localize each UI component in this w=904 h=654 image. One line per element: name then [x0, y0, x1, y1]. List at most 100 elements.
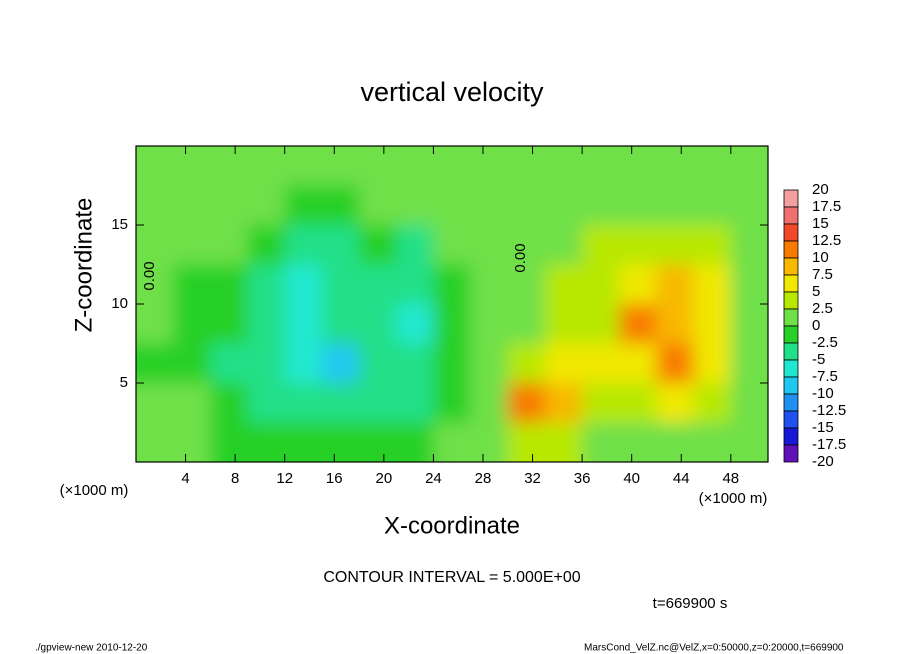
x-tick-label: 24	[425, 470, 442, 487]
colorbar-label: 15	[812, 215, 829, 232]
colorbar-label: -2.5	[812, 334, 838, 351]
field-cell	[433, 383, 472, 423]
contour-interval: CONTOUR INTERVAL = 5.000E+00	[323, 569, 580, 586]
y-unit-label: (×1000 m)	[60, 482, 129, 499]
field-cell	[210, 343, 249, 384]
field-cell	[507, 264, 546, 305]
field-cell	[507, 422, 546, 462]
field-cell	[730, 343, 768, 384]
field-cell	[470, 343, 509, 384]
colorbar-swatch	[783, 393, 799, 412]
field-cell	[470, 383, 509, 423]
field-cell	[396, 343, 434, 384]
field-cell	[693, 185, 732, 226]
field-cell	[284, 264, 323, 305]
field-cell	[470, 225, 509, 265]
field-cell	[470, 304, 509, 344]
field-cell	[619, 146, 657, 186]
x-tick-label: 12	[276, 470, 293, 487]
field-cell	[507, 383, 546, 423]
field-cell	[507, 185, 546, 226]
field-cell	[136, 383, 174, 423]
footer-right: MarsCond_VelZ.nc@VelZ,x=0:50000,z=0:2000…	[584, 643, 844, 654]
field-cell	[433, 264, 472, 305]
contour-label: 0.00	[512, 243, 529, 272]
field-cell	[396, 264, 434, 305]
field-cell	[173, 225, 211, 265]
colorbar-label: 2.5	[812, 300, 833, 317]
field-cell	[656, 343, 695, 384]
field-cell	[582, 304, 620, 344]
field-cell	[507, 343, 546, 384]
colorbar-swatch	[783, 274, 799, 293]
field-cell	[730, 264, 768, 305]
field-cell	[693, 304, 732, 344]
field-cell	[396, 304, 434, 344]
colorbar-swatch	[783, 223, 799, 242]
field-cell	[470, 185, 509, 226]
field-cell	[544, 422, 583, 462]
field-cell	[433, 343, 472, 384]
field-cell	[619, 383, 657, 423]
colorbar-label: -17.5	[812, 436, 846, 453]
field-cell	[396, 383, 434, 423]
field-cell	[247, 304, 286, 344]
field-cell	[730, 225, 768, 265]
field-cell	[136, 146, 174, 186]
field-cell	[210, 264, 249, 305]
field-cell	[359, 185, 397, 226]
footer-left: ./gpview-new 2010-12-20	[35, 643, 148, 654]
field-cell	[656, 264, 695, 305]
x-tick-label: 28	[475, 470, 492, 487]
field-cell	[619, 304, 657, 344]
colorbar-swatch	[783, 376, 799, 395]
field-cell	[247, 383, 286, 423]
field-cell	[507, 225, 546, 265]
field-cell	[693, 146, 732, 186]
field-cell	[247, 225, 286, 265]
x-tick-label: 48	[722, 470, 739, 487]
field-cell	[173, 383, 211, 423]
y-tick-label: 15	[111, 216, 128, 233]
field-cell	[693, 343, 732, 384]
x-tick-label: 8	[231, 470, 239, 487]
field-cell	[433, 304, 472, 344]
y-tick-label: 10	[111, 295, 128, 312]
field-cell	[693, 422, 732, 462]
colorbar-label: -15	[812, 419, 834, 436]
colorbar-swatch	[783, 206, 799, 225]
colorbar-label: 10	[812, 249, 829, 266]
x-unit-label: (×1000 m)	[699, 490, 768, 507]
plot-frame	[135, 145, 769, 463]
field-cell	[284, 383, 323, 423]
colorbar-label: -7.5	[812, 368, 838, 385]
colorbar-swatch	[783, 444, 799, 463]
field	[136, 146, 768, 462]
x-tick-label: 4	[181, 470, 189, 487]
field-cell	[247, 264, 286, 305]
field-cell	[321, 185, 360, 226]
field-cell	[544, 264, 583, 305]
colorbar-swatch	[783, 257, 799, 276]
field-cell	[173, 343, 211, 384]
colorbar-swatch	[783, 342, 799, 361]
field-cell	[619, 422, 657, 462]
field-cell	[359, 304, 397, 344]
field-cell	[544, 304, 583, 344]
colorbar-swatch	[783, 410, 799, 429]
colorbar-label: -5	[812, 351, 825, 368]
x-tick-label: 32	[524, 470, 541, 487]
colorbar-swatch	[783, 189, 799, 208]
field-cell	[396, 225, 434, 265]
field-cell	[544, 343, 583, 384]
field-cell	[582, 343, 620, 384]
field-cell	[656, 304, 695, 344]
field-cell	[210, 225, 249, 265]
field-cell	[730, 304, 768, 344]
field-cell	[730, 422, 768, 462]
field-cell	[359, 422, 397, 462]
colorbar-label: 5	[812, 283, 820, 300]
field-cell	[693, 264, 732, 305]
field-cell	[284, 225, 323, 265]
